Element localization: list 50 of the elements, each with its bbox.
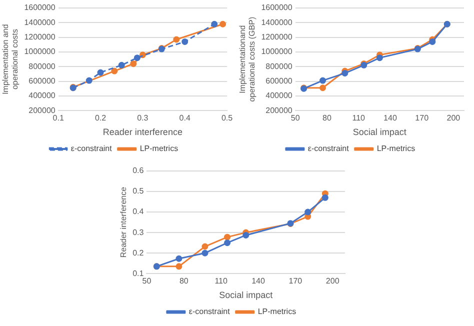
y-tick-label: 0.4 <box>132 207 144 216</box>
y-tick-label: 0.1 <box>132 268 144 278</box>
y-tick-label: 1000000 <box>261 47 293 56</box>
y-tick-label: 800000 <box>28 62 56 71</box>
x-tick-label: 0.1 <box>52 114 64 123</box>
y-tick-label: 1400000 <box>24 18 56 27</box>
x-tick-label: 170 <box>288 276 303 286</box>
legend-label: LP-metrics <box>376 144 416 154</box>
y-tick-label: 0.3 <box>132 228 144 237</box>
y-tick-label: 0.5 <box>132 186 144 196</box>
legend-label: LP-metrics <box>258 307 296 316</box>
y-tick-label: 0.6 <box>132 166 144 176</box>
y-axis-title: Implementation and operational costs <box>1 24 20 94</box>
legend-label: ε-constraint <box>70 144 113 154</box>
x-tick-label: 80 <box>322 114 332 123</box>
x-tick-label: 0.2 <box>94 114 107 123</box>
y-tick-label: 0.2 <box>132 248 144 258</box>
y-tick-label: 400000 <box>266 91 293 100</box>
x-tick-label: 0.4 <box>179 114 191 123</box>
x-tick-label: 0.5 <box>221 114 234 123</box>
y-axis-title: Reader interference <box>119 186 128 258</box>
x-axis-title: Social impact <box>352 127 407 138</box>
legend-label: ε-constraint <box>308 144 350 154</box>
y-tick-label: 400000 <box>28 91 56 100</box>
y-tick-label: 800000 <box>266 62 293 71</box>
y-tick-label: 200000 <box>28 106 56 115</box>
y-tick-label: 1000000 <box>24 47 56 56</box>
legend-label: ε-constraint <box>188 307 231 316</box>
y-tick-label: 1600000 <box>261 3 293 12</box>
y-tick-label: 1600000 <box>24 3 56 12</box>
y-tick-label: 1200000 <box>24 32 56 42</box>
y-tick-label: 600000 <box>266 76 293 86</box>
x-tick-label: 140 <box>252 276 266 286</box>
x-tick-label: 200 <box>446 114 461 123</box>
y-tick-label: 200000 <box>266 106 293 115</box>
x-tick-label: 110 <box>352 114 366 123</box>
y-tick-label: 1200000 <box>261 32 293 42</box>
x-axis-title: Reader interference <box>102 127 182 138</box>
x-tick-label: 200 <box>326 276 340 286</box>
y-tick-label: 600000 <box>28 76 56 86</box>
x-tick-label: 110 <box>214 276 228 286</box>
x-axis-title: Social impact <box>219 290 274 300</box>
y-axis-title: Implementationand operational costs (GBP) <box>238 16 257 102</box>
x-tick-label: 80 <box>179 276 189 286</box>
x-tick-label: 50 <box>290 114 300 123</box>
y-tick-label: 1400000 <box>261 18 293 27</box>
x-tick-label: 140 <box>384 114 398 123</box>
x-tick-label: 50 <box>142 276 152 286</box>
legend-label: LP-metrics <box>140 144 178 154</box>
x-tick-label: 170 <box>415 114 430 123</box>
